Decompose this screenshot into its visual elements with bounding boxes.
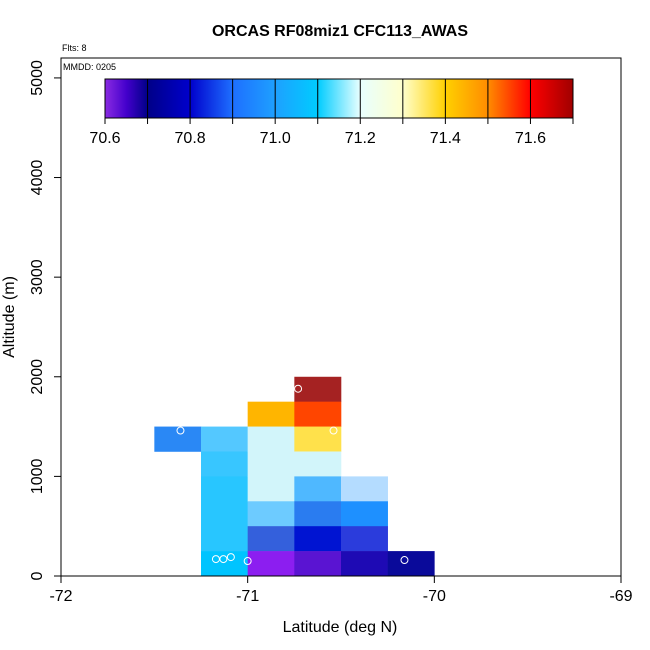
heatmap-cell bbox=[294, 551, 342, 576]
colorbar-tick-label: 71.6 bbox=[515, 130, 546, 147]
heatmap-cell bbox=[201, 451, 248, 477]
x-tick-label: -72 bbox=[49, 588, 72, 605]
y-axis-label: Altitude (m) bbox=[1, 276, 18, 358]
y-tick-label: 2000 bbox=[29, 359, 46, 395]
date-label: MMDD: 0205 bbox=[63, 62, 116, 72]
chart-title: ORCAS RF08miz1 CFC113_AWAS bbox=[212, 23, 468, 40]
y-tick-label: 0 bbox=[29, 571, 46, 580]
points-layer bbox=[176, 384, 409, 566]
heatmap-cell bbox=[341, 476, 388, 502]
flights-label: Flts: 8 bbox=[62, 43, 87, 53]
x-axis: -72 -71 -70 -69 bbox=[49, 576, 633, 605]
colorbar-boundaries bbox=[147, 79, 531, 118]
sample-point bbox=[176, 426, 185, 435]
x-tick-label: -69 bbox=[609, 588, 632, 605]
heatmap-cell bbox=[341, 526, 388, 552]
heatmap-cell bbox=[294, 501, 342, 527]
colorbar-ticks: 70.6 70.8 71.0 71.2 71.4 71.6 bbox=[89, 118, 574, 147]
heatmap-cell bbox=[294, 426, 342, 452]
heatmap-cell bbox=[247, 526, 295, 552]
plot-frame bbox=[60, 57, 622, 577]
y-tick-label: 3000 bbox=[29, 259, 46, 295]
y-axis: 0 1000 2000 3000 4000 5000 bbox=[29, 60, 61, 580]
x-tick-label: -70 bbox=[423, 588, 446, 605]
heatmap-cell bbox=[201, 551, 248, 576]
heatmap-cell bbox=[247, 501, 295, 527]
heatmap-cell bbox=[247, 476, 295, 502]
colorbar-tick-label: 71.2 bbox=[345, 130, 376, 147]
heatmap-cell bbox=[247, 426, 295, 452]
heatmap-cell bbox=[201, 426, 248, 452]
heatmap-cell bbox=[341, 551, 388, 576]
x-axis-label: Latitude (deg N) bbox=[283, 619, 398, 636]
heatmap-cell bbox=[247, 451, 295, 477]
heatmap-cell bbox=[294, 526, 342, 552]
y-tick-label: 4000 bbox=[29, 160, 46, 196]
sample-point bbox=[219, 555, 228, 564]
colorbar: 70.6 70.8 71.0 71.2 71.4 71.6 bbox=[89, 78, 574, 147]
heatmap-cell bbox=[294, 376, 342, 402]
x-tick-label: -71 bbox=[236, 588, 259, 605]
heatmap-cell bbox=[294, 476, 342, 502]
y-tick-label: 1000 bbox=[29, 458, 46, 494]
heatmap-cell bbox=[201, 476, 248, 502]
colorbar-tick-label: 70.6 bbox=[89, 130, 120, 147]
colorbar-tick-label: 71.0 bbox=[260, 130, 291, 147]
heatmap-cell bbox=[294, 401, 342, 427]
colorbar-tick-label: 70.8 bbox=[175, 130, 206, 147]
colorbar-frame bbox=[104, 78, 574, 119]
heatmap-cell bbox=[387, 551, 435, 576]
cells-layer bbox=[154, 376, 435, 576]
colorbar-tick-label: 71.4 bbox=[430, 130, 461, 147]
colorbar-gradient bbox=[105, 79, 573, 118]
sample-point bbox=[294, 384, 303, 393]
heatmap-cell bbox=[201, 526, 248, 552]
heatmap-cell bbox=[247, 401, 295, 427]
sample-point bbox=[400, 556, 409, 565]
sample-point bbox=[243, 557, 252, 566]
heatmap-cell bbox=[154, 426, 202, 452]
sample-point bbox=[329, 426, 338, 435]
sample-point bbox=[226, 553, 235, 562]
heatmap-cell bbox=[247, 551, 295, 576]
heatmap-cell bbox=[294, 451, 342, 477]
heatmap-cell bbox=[201, 501, 248, 527]
y-tick-label: 5000 bbox=[29, 60, 46, 96]
heatmap-cell bbox=[341, 501, 388, 527]
